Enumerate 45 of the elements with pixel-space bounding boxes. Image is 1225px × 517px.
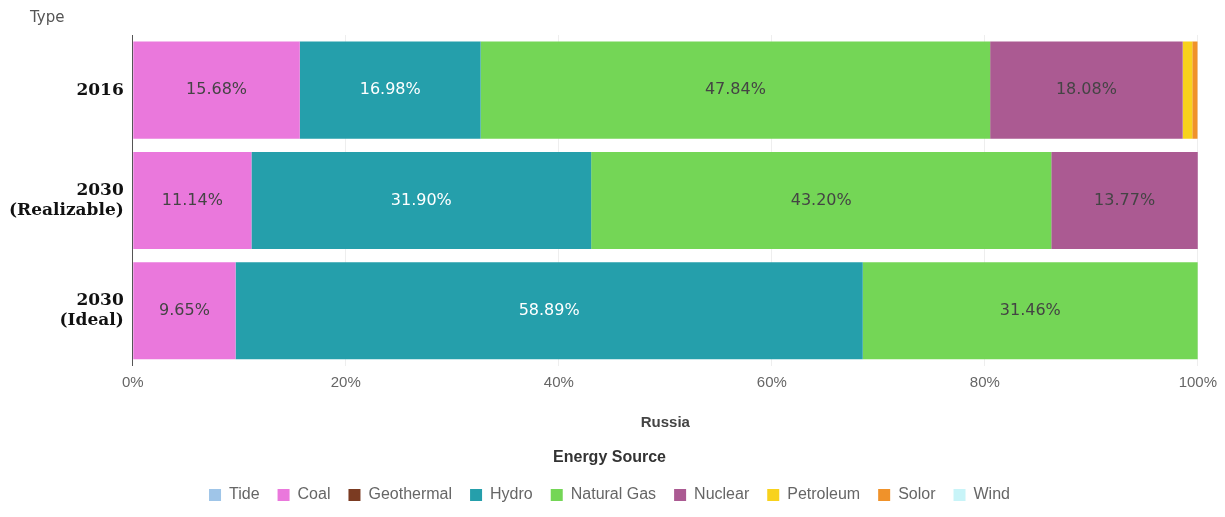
bar: [235, 262, 863, 360]
bar: [1051, 151, 1198, 249]
legend-label: Petroleum: [787, 485, 861, 503]
bar: [133, 151, 252, 249]
legend-label: Nuclear: [694, 485, 750, 503]
bar: [133, 262, 236, 360]
x-tick-label: 100%: [1178, 372, 1218, 390]
bar: [133, 41, 300, 139]
x-tick-label: 40%: [543, 372, 574, 390]
bar: [591, 151, 1052, 249]
y-tick-label: 2030 (Realizable): [8, 178, 124, 220]
x-tick-label: 80%: [969, 372, 1000, 390]
bar: [990, 41, 1183, 139]
data-label: 16.98%: [359, 79, 421, 99]
bar: [299, 41, 481, 139]
bar: [862, 262, 1198, 360]
x-tick-label: 0%: [121, 372, 144, 390]
x-tick-label: 20%: [330, 372, 361, 390]
legend-title: Energy Source: [553, 448, 667, 466]
legend-label: Natural Gas: [570, 485, 657, 503]
bar: [480, 41, 991, 139]
y-axis-title: Type: [30, 8, 65, 26]
data-label: 31.90%: [390, 189, 452, 209]
legend-label: Wind: [973, 485, 1010, 503]
data-label: 11.14%: [161, 189, 223, 209]
y-tick-label: 2016: [76, 78, 124, 99]
data-label: 13.77%: [1094, 189, 1156, 209]
legend-label: Coal: [297, 485, 331, 503]
bar: [1182, 41, 1193, 139]
data-label: 9.65%: [159, 299, 210, 319]
data-label: 15.68%: [186, 79, 248, 99]
legend-label: Hydro: [490, 485, 533, 503]
legend-label: Solor: [898, 485, 937, 503]
bar: [251, 151, 592, 249]
legend-label: Geothermal: [368, 485, 453, 503]
data-label: 43.20%: [790, 189, 852, 209]
data-label: 47.84%: [704, 79, 766, 99]
data-label: 18.08%: [1055, 79, 1117, 99]
x-tick-label: 60%: [756, 372, 787, 390]
data-label: 58.89%: [518, 299, 580, 319]
x-axis-title: Russia: [640, 412, 691, 430]
y-tick-label: 2030 (Ideal): [59, 288, 124, 330]
data-label: 31.46%: [999, 299, 1061, 319]
bar: [1192, 41, 1198, 139]
legend-label: Tide: [229, 485, 260, 503]
